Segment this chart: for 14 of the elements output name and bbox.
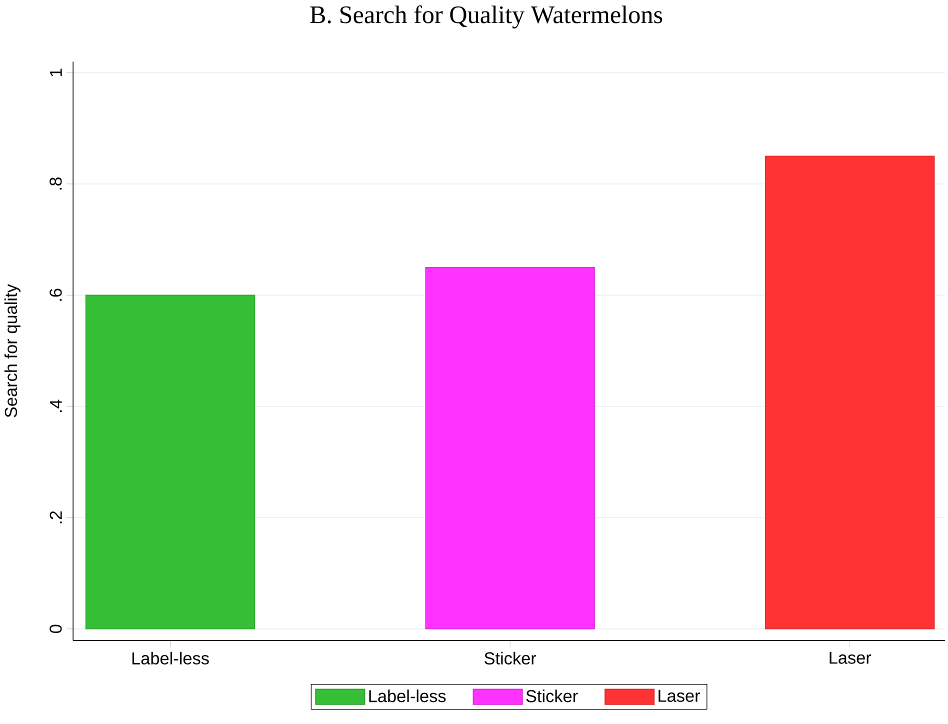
legend-label: Label-less xyxy=(369,690,446,702)
y-tick-label: .2 xyxy=(50,511,62,524)
y-tick-label: .4 xyxy=(50,400,62,412)
x-tick-label: Sticker xyxy=(484,652,536,664)
y-tick-label: 0 xyxy=(50,624,62,633)
x-tick-label: Label-less xyxy=(132,652,209,664)
chart-title: B. Search for Quality Watermelons xyxy=(310,5,662,28)
legend-label: Sticker xyxy=(526,690,578,702)
y-tick-label: .6 xyxy=(50,288,62,301)
y-tick-label: .8 xyxy=(50,178,62,190)
y-tick-label: 1 xyxy=(50,68,62,76)
x-tick-label: Laser xyxy=(830,652,872,664)
legend-label: Laser xyxy=(658,690,700,702)
y-axis-title: Search for quality xyxy=(4,284,20,418)
